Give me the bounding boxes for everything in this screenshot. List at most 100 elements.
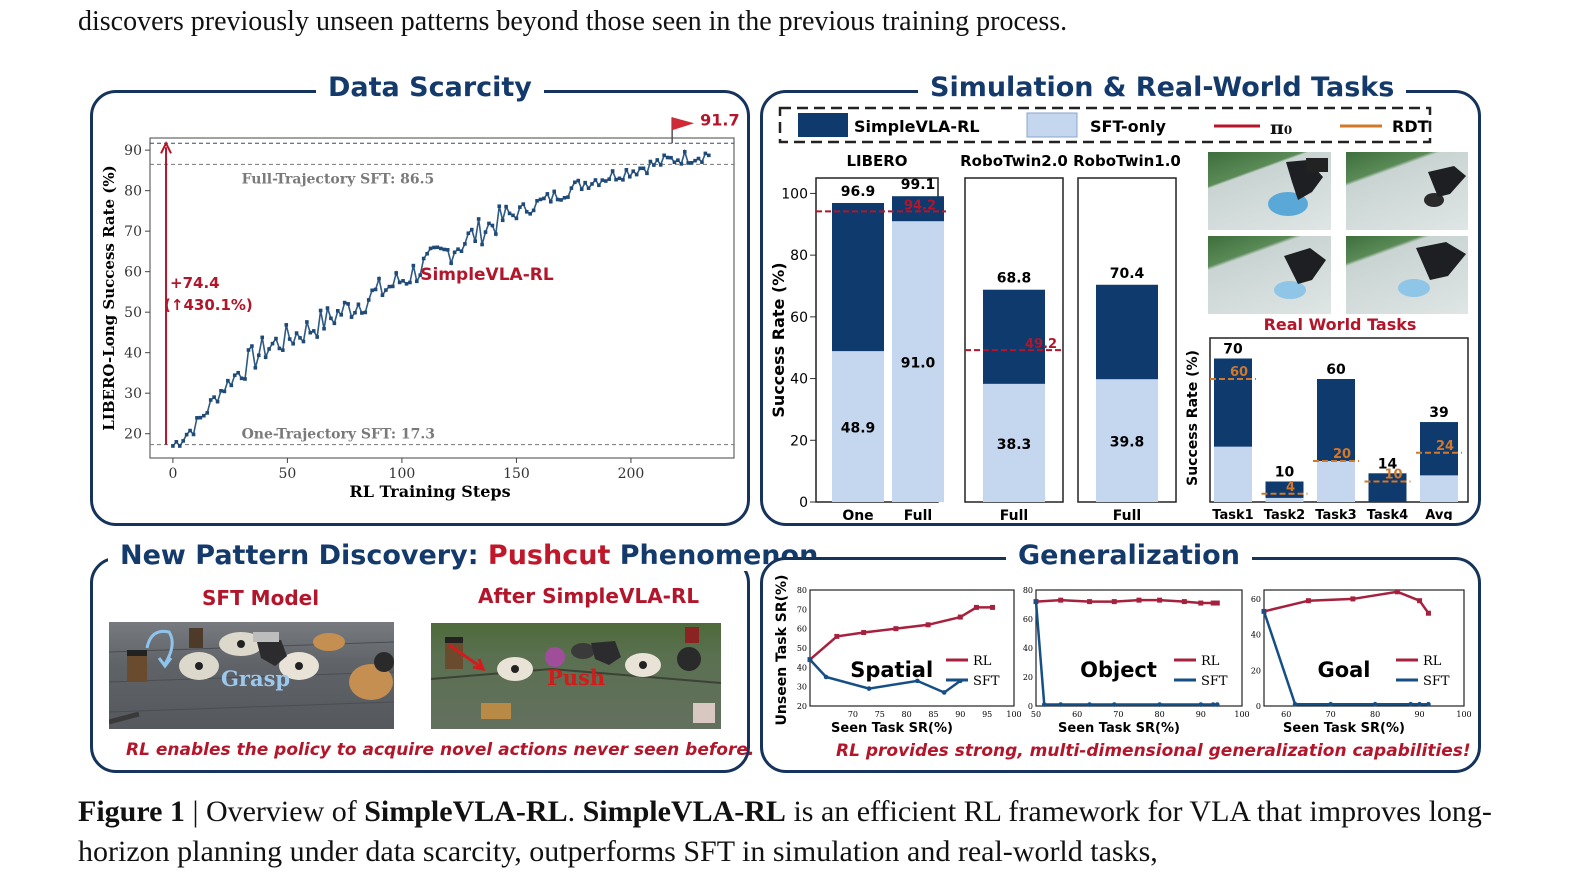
pushcut-title-b: Pushcut — [487, 540, 611, 571]
series-point — [390, 284, 395, 289]
series-point — [672, 160, 677, 165]
rl-point — [1058, 597, 1064, 603]
gen-y-tick-label: 30 — [797, 683, 807, 692]
rdt-value: 20 — [1333, 447, 1351, 462]
series-point — [250, 344, 254, 348]
generalization-panel — [760, 557, 1481, 773]
pushcut-title-a: New Pattern Discovery: — [120, 540, 488, 571]
gen-y-tick-label: 20 — [1251, 666, 1261, 675]
series-point — [638, 166, 642, 171]
series-point — [469, 227, 474, 232]
real-bar-rl-value: 60 — [1326, 362, 1346, 378]
rl-point — [1305, 598, 1311, 604]
series-point — [590, 182, 594, 186]
grasp-label: Grasp — [221, 666, 291, 691]
caption-fig-label: Figure 1 — [78, 795, 185, 828]
series-point — [456, 247, 460, 251]
rdt-value: 10 — [1384, 468, 1402, 483]
series-point — [177, 444, 182, 448]
series-point — [349, 315, 354, 319]
series-point — [377, 276, 381, 281]
series-point — [466, 231, 471, 236]
series-point — [425, 251, 429, 256]
series-point — [480, 242, 484, 247]
sft-line — [1034, 601, 1218, 706]
real-bar-sft — [1317, 461, 1355, 502]
rdt-value: 60 — [1230, 365, 1248, 380]
sft-model-label: SFT Model — [202, 586, 320, 610]
legend-label-pi0: π₀ — [1270, 117, 1292, 139]
sft-point — [1041, 702, 1047, 707]
y-tick-label: 40 — [124, 346, 142, 362]
series-point — [401, 279, 405, 283]
series-point — [346, 302, 350, 306]
rl-point — [1198, 600, 1204, 606]
group-title: RoboTwin1.0 — [1073, 152, 1181, 170]
series-point — [332, 321, 337, 326]
y-axis-label: LIBERO-Long Success Rate (%) — [100, 165, 118, 430]
series-point — [538, 197, 543, 202]
sft-point — [1210, 702, 1216, 707]
series-point — [360, 311, 364, 315]
rl-point — [1087, 599, 1093, 605]
series-point — [562, 195, 567, 200]
series-point — [542, 196, 546, 201]
y-tick-label: 20 — [124, 427, 142, 443]
one-sft-annotation: One-Trajectory SFT: 17.3 — [242, 427, 435, 443]
series-point — [404, 282, 409, 286]
sim-real-chart: SimpleVLA-RL SFT-only π₀ RDT Success Rate (%… — [769, 106, 1469, 520]
caption-rest: is an efficient RL framework for VLA tha… — [78, 795, 1492, 868]
series-point — [449, 261, 453, 265]
legend-swatch-sft — [1026, 112, 1078, 138]
series-point — [648, 159, 653, 164]
series-point — [284, 323, 289, 327]
series-point — [566, 195, 570, 199]
gen-legend-rl-label: RL — [1423, 654, 1442, 669]
series-point — [226, 378, 230, 383]
series-point — [270, 341, 275, 346]
gen-x-tick-label: 70 — [848, 710, 858, 719]
series-point — [353, 310, 357, 315]
series-point — [384, 288, 388, 292]
series-point — [301, 339, 306, 344]
series-point — [593, 178, 598, 182]
bar-sft — [983, 383, 1045, 502]
real-bar-rl-value: 70 — [1223, 342, 1243, 358]
y-tick-label: 60 — [124, 265, 142, 281]
gen-x-tick-label: 90 — [1414, 710, 1424, 719]
series-point — [645, 171, 649, 176]
bar-category-label: Full — [1000, 508, 1028, 520]
real-x-tick-label: Task2 — [1264, 508, 1305, 520]
series-point — [277, 346, 282, 351]
series-point — [610, 169, 615, 173]
series-point — [222, 389, 227, 394]
bar-category-label: One — [842, 508, 873, 520]
series-point — [473, 239, 478, 244]
series-point — [689, 160, 694, 165]
sft-line — [809, 658, 962, 694]
gen-legend-sft-label: SFT — [973, 674, 1000, 689]
series-point — [184, 432, 189, 437]
gen-y-tick-label: 20 — [797, 702, 807, 711]
series-point — [573, 180, 577, 185]
gen-y-tick-label: 60 — [797, 625, 807, 634]
generalization-footer: RL provides strong, multi-dimensional ge… — [836, 741, 1471, 761]
y-tick-label: 70 — [124, 224, 142, 240]
series-point — [603, 179, 608, 183]
series-point — [439, 246, 443, 251]
gen-x-tick-label: 85 — [928, 710, 938, 719]
series-point — [555, 197, 560, 202]
gen-y-axis-label: Unseen Task SR(%) — [774, 575, 790, 726]
series-point — [329, 316, 333, 321]
sft-point — [1033, 599, 1039, 604]
gen-y-tick-label: 60 — [1023, 615, 1033, 624]
series-point — [528, 211, 532, 216]
rl-point — [1214, 600, 1220, 606]
rl-point — [834, 633, 840, 639]
series-point — [655, 158, 660, 162]
generalization-chart: Unseen Task SR(%) 20 30 40 50 60 70 80 70 75 80 85 9… — [774, 575, 1472, 736]
gen-x-tick-label: 60 — [1072, 710, 1082, 719]
data-scarcity-chart: 20 30 40 50 60 70 80 90 0 50 100 150 200 RL Training … — [100, 110, 740, 501]
sft-point — [1328, 701, 1333, 707]
rl-point — [1417, 598, 1423, 604]
